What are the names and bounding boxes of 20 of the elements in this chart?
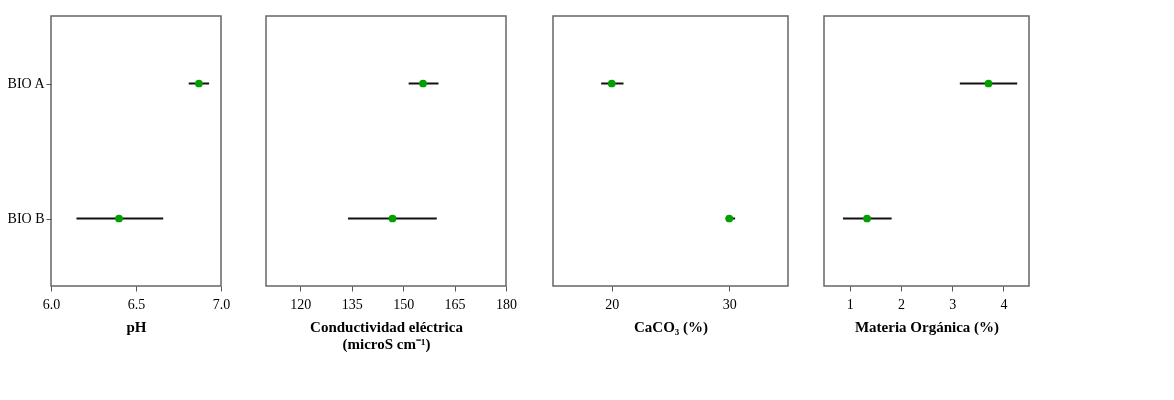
x-tick-label: 1: [846, 296, 854, 312]
x-tick-label: 150: [393, 296, 415, 312]
x-tick-label: 6.5: [127, 296, 146, 312]
x-tick-label: 6.0: [42, 296, 61, 312]
x-tick-label: 30: [722, 296, 737, 312]
y-tick-label: BIO B: [7, 211, 45, 226]
x-tick-label: 135: [341, 296, 363, 312]
x-tick-label: 120: [290, 296, 312, 312]
x-axis-title: pH: [126, 318, 147, 335]
x-tick-label: 3: [949, 296, 957, 312]
x-tick-label: 7.0: [212, 296, 231, 312]
x-tick-label: 20: [605, 296, 620, 312]
y-tick-label: BIO A: [7, 76, 46, 91]
x-tick-label: 4: [1000, 296, 1008, 312]
x-axis-title: CaCO₃ (%): [633, 318, 709, 336]
x-axis-title: Conductividad eléctrica (microS cm⁻¹): [310, 318, 464, 353]
x-tick-label: 2: [897, 296, 905, 312]
x-axis-title: Materia Orgánica (%): [854, 318, 1000, 336]
x-tick-label: 180: [496, 296, 517, 312]
x-tick-label: 165: [444, 296, 466, 312]
